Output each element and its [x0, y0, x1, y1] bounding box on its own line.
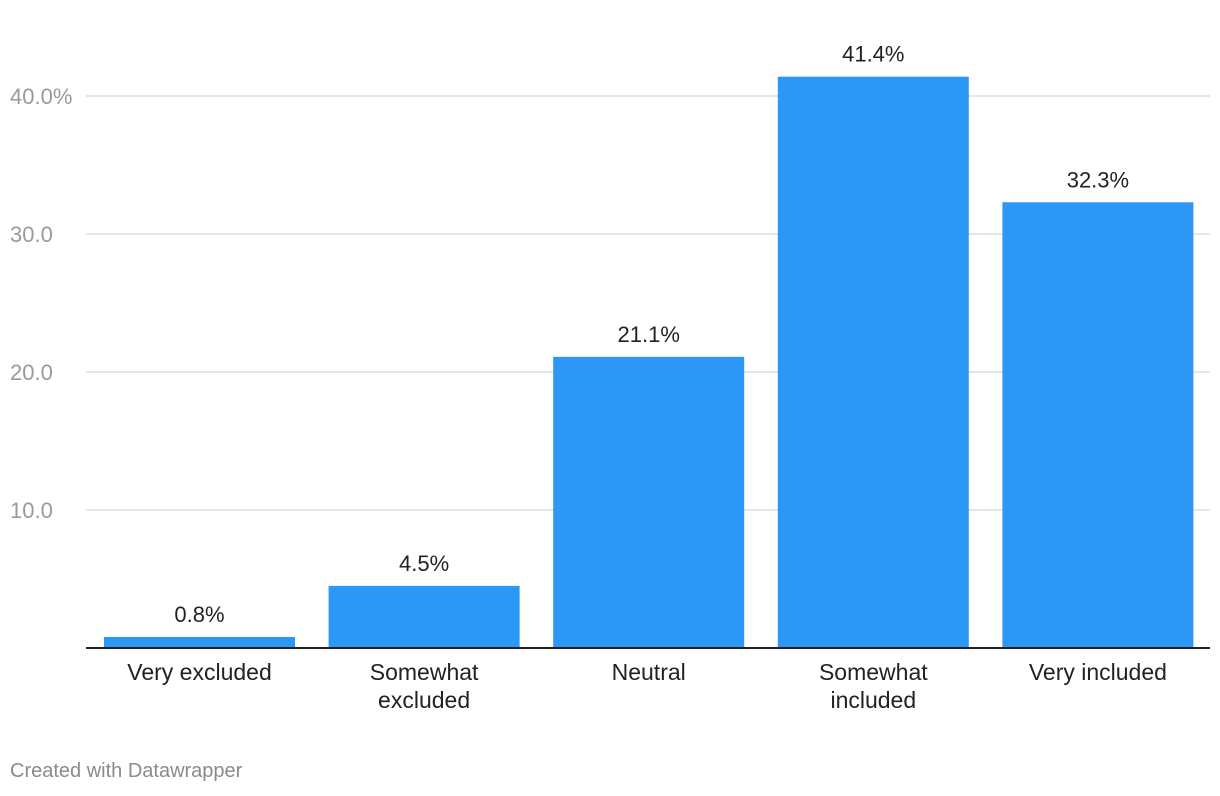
category-label: Somewhat [819, 659, 928, 685]
category-label: Somewhat [370, 659, 479, 685]
credit-text: Created with Datawrapper [10, 760, 243, 782]
value-label: 4.5% [399, 551, 449, 576]
y-tick-label: 10.0 [10, 498, 53, 523]
category-label: Neutral [612, 659, 686, 685]
value-label: 41.4% [842, 42, 904, 67]
y-axis-ticks: 10.0 20.0 30.0 40.0% [10, 84, 72, 523]
value-label: 21.1% [618, 322, 680, 347]
category-label: Very excluded [127, 659, 271, 685]
bar [104, 636, 295, 648]
category-label: excluded [378, 687, 470, 713]
value-label: 32.3% [1067, 167, 1129, 192]
y-tick-label: 30.0 [10, 222, 53, 247]
value-label: 0.8% [174, 602, 224, 627]
y-tick-label: 40.0% [10, 84, 72, 109]
category-label: Very included [1029, 659, 1167, 685]
category-label: included [830, 687, 916, 713]
value-labels: 0.8% 4.5% 21.1% 41.4% 32.3% [174, 42, 1129, 627]
bar [328, 585, 520, 648]
bar [777, 76, 969, 649]
bars [104, 76, 1194, 649]
bar [553, 356, 745, 648]
y-tick-label: 20.0 [10, 360, 53, 385]
bar [1002, 202, 1194, 648]
